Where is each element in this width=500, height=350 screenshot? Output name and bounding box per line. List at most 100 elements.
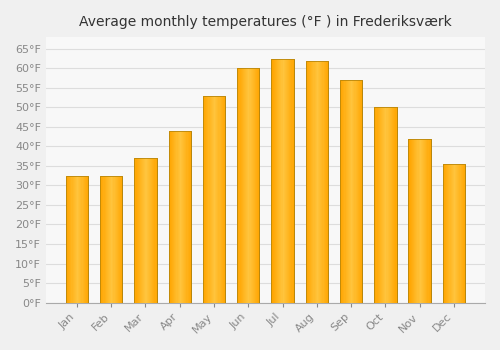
Bar	[76, 176, 77, 302]
Bar	[340, 80, 362, 302]
Bar	[422, 139, 423, 302]
Bar	[340, 80, 341, 302]
Bar	[316, 61, 317, 302]
Bar	[340, 80, 362, 302]
Bar	[381, 107, 382, 302]
Bar	[140, 158, 141, 302]
Bar	[82, 176, 84, 302]
Bar	[326, 61, 327, 302]
Bar	[412, 139, 413, 302]
Bar	[182, 131, 183, 302]
Bar	[382, 107, 383, 302]
Bar	[109, 176, 110, 302]
Bar	[183, 131, 184, 302]
Bar	[138, 158, 139, 302]
Bar	[457, 164, 458, 302]
Bar	[151, 158, 152, 302]
Bar	[69, 176, 70, 302]
Bar	[352, 80, 354, 302]
Bar	[168, 131, 170, 302]
Bar	[148, 158, 149, 302]
Bar	[106, 176, 107, 302]
Bar	[222, 96, 223, 302]
Bar	[184, 131, 186, 302]
Bar	[87, 176, 88, 302]
Bar	[424, 139, 425, 302]
Bar	[284, 58, 285, 302]
Bar	[446, 164, 447, 302]
Bar	[216, 96, 218, 302]
Bar	[455, 164, 456, 302]
Bar	[68, 176, 69, 302]
Bar	[119, 176, 120, 302]
Bar	[319, 61, 320, 302]
Bar	[393, 107, 394, 302]
Bar	[354, 80, 356, 302]
Bar	[276, 58, 277, 302]
Bar	[212, 96, 213, 302]
Bar	[66, 176, 67, 302]
Bar	[142, 158, 144, 302]
Bar	[144, 158, 146, 302]
Bar	[256, 68, 257, 302]
Bar	[356, 80, 358, 302]
Bar	[416, 139, 418, 302]
Bar	[374, 107, 396, 302]
Bar	[253, 68, 254, 302]
Bar	[78, 176, 79, 302]
Bar	[307, 61, 308, 302]
Bar	[210, 96, 212, 302]
Bar	[220, 96, 222, 302]
Bar	[306, 61, 328, 302]
Bar	[312, 61, 314, 302]
Bar	[320, 61, 322, 302]
Bar	[108, 176, 109, 302]
Bar	[351, 80, 352, 302]
Bar	[190, 131, 191, 302]
Bar	[306, 61, 328, 302]
Bar	[413, 139, 414, 302]
Bar	[257, 68, 258, 302]
Bar	[188, 131, 190, 302]
Bar	[111, 176, 112, 302]
Bar	[463, 164, 464, 302]
Bar	[121, 176, 122, 302]
Bar	[141, 158, 142, 302]
Bar	[317, 61, 318, 302]
Bar	[391, 107, 392, 302]
Bar	[310, 61, 312, 302]
Bar	[322, 61, 324, 302]
Bar	[238, 68, 240, 302]
Bar	[107, 176, 108, 302]
Bar	[255, 68, 256, 302]
Bar	[450, 164, 452, 302]
Bar	[288, 58, 289, 302]
Bar	[254, 68, 255, 302]
Bar	[359, 80, 360, 302]
Bar	[418, 139, 420, 302]
Bar	[414, 139, 415, 302]
Bar	[85, 176, 86, 302]
Bar	[443, 164, 444, 302]
Bar	[458, 164, 460, 302]
Bar	[275, 58, 276, 302]
Bar	[444, 164, 445, 302]
Bar	[277, 58, 278, 302]
Bar	[152, 158, 154, 302]
Bar	[245, 68, 246, 302]
Bar	[350, 80, 351, 302]
Bar	[112, 176, 114, 302]
Bar	[237, 68, 260, 302]
Bar	[215, 96, 216, 302]
Bar	[250, 68, 252, 302]
Bar	[171, 131, 172, 302]
Bar	[462, 164, 463, 302]
Bar	[178, 131, 180, 302]
Bar	[136, 158, 138, 302]
Bar	[443, 164, 465, 302]
Bar	[100, 176, 101, 302]
Bar	[86, 176, 87, 302]
Bar	[203, 96, 204, 302]
Bar	[272, 58, 293, 302]
Bar	[454, 164, 455, 302]
